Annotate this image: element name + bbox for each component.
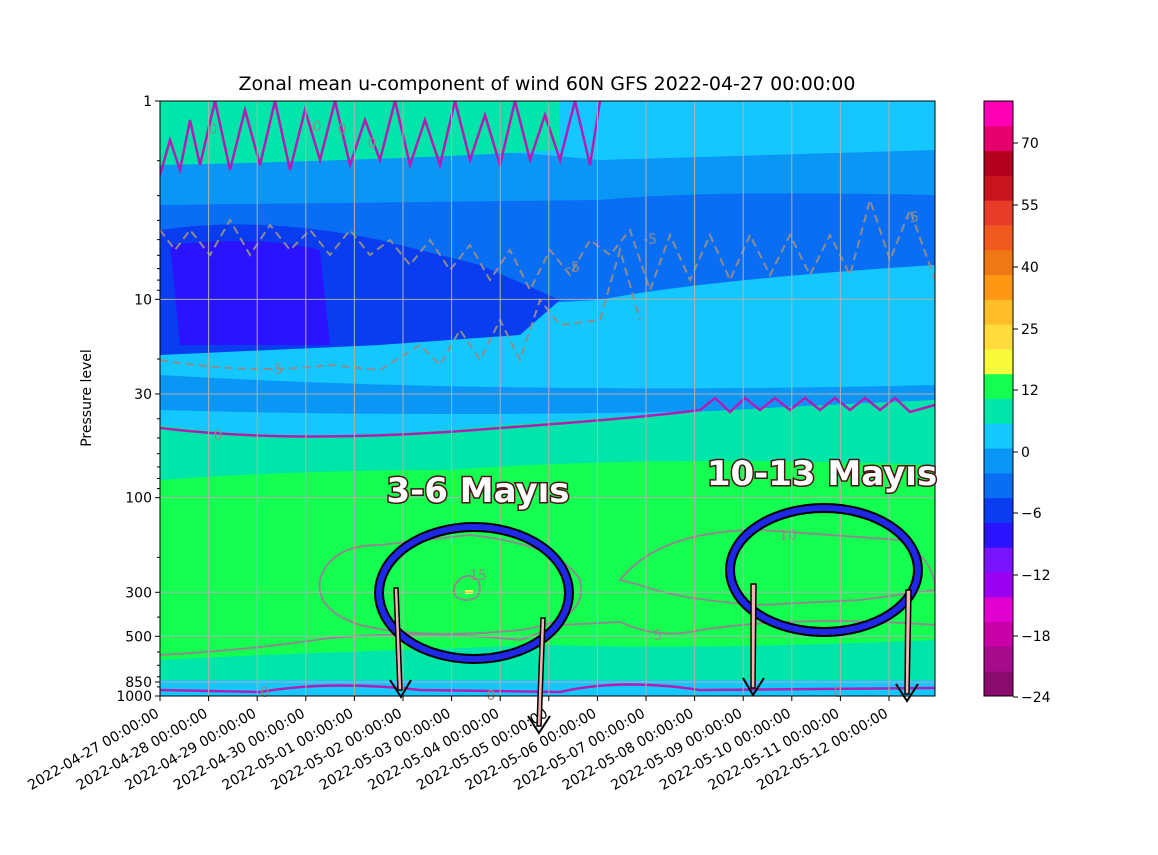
contour-label: 15 [469, 568, 487, 584]
contour-label: -5 [566, 260, 580, 276]
contour-label: -5 [905, 210, 919, 226]
contour-label: 0 [834, 685, 843, 701]
chart-title: Zonal mean u-component of wind 60N GFS 2… [239, 73, 856, 95]
plot-frame [159, 100, 936, 697]
y-tick-label: 1000 [116, 689, 152, 705]
colorbar-swatch [984, 373, 1013, 399]
colorbar-swatch [984, 497, 1013, 523]
y-tick-label: 1 [143, 94, 152, 110]
colorbar-swatch [984, 621, 1013, 647]
colorbar-swatch [984, 423, 1013, 449]
field-band-light-blue [160, 146, 935, 205]
colorbar-swatch [984, 224, 1013, 251]
colorbar-swatch [984, 125, 1013, 152]
colorbar-tick-label: −6 [1021, 506, 1042, 522]
colorbar-swatch [984, 646, 1013, 672]
contour-label: 0 [209, 122, 218, 138]
contour-line-15 [452, 575, 481, 602]
y-axis-label: Pressure level [79, 349, 95, 447]
colorbar-tick-label: 70 [1021, 136, 1039, 152]
arrow-icon [895, 589, 919, 703]
contour-line-minus5-upper [160, 196, 935, 294]
y-tick-label: 100 [125, 491, 152, 507]
contour-label: 10 [779, 528, 797, 544]
field-band-core-blue [170, 241, 330, 345]
colorbar-swatch [984, 299, 1013, 325]
y-tick-label: 500 [125, 629, 152, 645]
contour-label: 0 [338, 122, 347, 138]
contour-label: 0 [368, 136, 377, 152]
y-tick-label: 300 [125, 585, 152, 601]
colorbar-tick-label: −18 [1021, 629, 1051, 645]
colorbar-swatch [984, 572, 1013, 598]
colorbar-swatch [984, 274, 1013, 300]
colorbar-swatch [984, 671, 1013, 697]
annotation-label: 3-6 Mayıs [386, 471, 569, 511]
colorbar-swatch [984, 472, 1013, 499]
annotation-3-6-mayis: 3-6 Mayıs [374, 470, 574, 664]
contour-label: 0 [261, 685, 270, 701]
contour-line-zero-bottom [160, 683, 935, 694]
colorbar-swatch [984, 324, 1013, 350]
colorbar-swatch [984, 596, 1013, 623]
colorbar-tick-label: −12 [1021, 568, 1051, 584]
contour-label: 0 [313, 119, 322, 135]
contour-line-minus5-lower [160, 246, 641, 372]
arrow-icon [389, 587, 412, 699]
colorbar-swatch [984, 547, 1013, 573]
colorbar-swatch [984, 200, 1013, 226]
annotation-label: 10-13 Mayıs [707, 454, 937, 494]
colorbar-tick-label: 12 [1021, 383, 1039, 399]
colorbar-tick-label: 0 [1021, 445, 1030, 461]
annotation-arrows [389, 583, 919, 735]
y-tick-label: 10 [134, 292, 152, 308]
contour-line-zero-top [160, 101, 602, 176]
colorbar-tick-label: −24 [1021, 690, 1051, 706]
contour-label: -5 [643, 232, 657, 248]
colorbar-swatch [984, 348, 1013, 375]
colorbar-tick-label: 55 [1021, 198, 1039, 214]
colorbar-tick-label: 25 [1021, 322, 1039, 338]
annotation-ellipse [727, 505, 921, 635]
colorbar-swatch [984, 522, 1013, 548]
annotation-10-13-mayis: 10-13 Mayıs [705, 453, 939, 637]
y-tick-label: 850 [125, 675, 152, 691]
plot-area [160, 101, 935, 696]
contour-line-10-right [618, 528, 935, 607]
arrow-icon [742, 583, 765, 697]
arrow-icon [527, 617, 551, 735]
colorbar-swatch [984, 175, 1013, 201]
colorbar: 70 55 40 25 12 0 −6 −12 −18 −24 [983, 100, 1051, 706]
contour-label: 0 [214, 428, 223, 444]
colorbar-swatch [984, 398, 1013, 424]
colorbar-frame [983, 100, 1014, 697]
annotation-ellipse [376, 524, 572, 662]
field-band-green [160, 461, 935, 660]
colorbar-swatch [984, 101, 1013, 127]
colorbar-swatch [984, 249, 1013, 276]
y-tick-label: 30 [134, 387, 152, 403]
contour-label: -5 [269, 362, 283, 378]
colorbar-tick-label: 40 [1021, 260, 1039, 276]
colorbar-swatch [984, 150, 1013, 176]
field-band-lower-blue [160, 375, 935, 414]
colorbar-swatch [984, 448, 1013, 474]
contour-line-zero-mid [160, 396, 935, 438]
